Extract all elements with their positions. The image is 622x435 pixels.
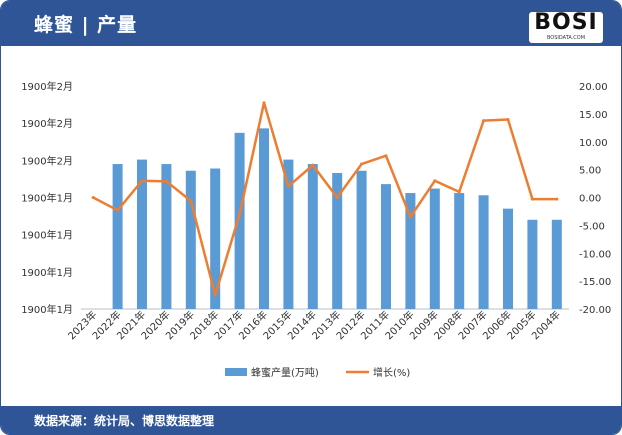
growth-point (433, 179, 437, 183)
growth-point (335, 196, 339, 199)
growth-point (189, 199, 193, 203)
left-axis-tick-label: 1900年2月 (21, 80, 73, 93)
bar (283, 159, 294, 309)
bar (381, 184, 391, 309)
right-axis-tick-label: 15.00 (579, 110, 608, 121)
left-axis-tick-label: 1900年1月 (21, 192, 73, 205)
growth-point (506, 117, 510, 121)
bar (405, 193, 416, 309)
plot-area: 1900年1月 1900年1月 1900年1月 1900年1月 1900年2月 1900年… (21, 80, 611, 379)
bar (527, 219, 538, 309)
legend-bar-label: 蜂蜜产量(万吨) (251, 366, 319, 379)
growth-line (92, 101, 557, 297)
growth-point (360, 162, 364, 166)
growth-point (262, 101, 266, 105)
growth-point (238, 212, 242, 216)
bar (137, 159, 147, 309)
right-axis-tick-label: -5.00 (579, 221, 605, 232)
page-title: 蜂蜜 | 产量 (34, 14, 138, 36)
growth-point (91, 196, 95, 199)
bar (429, 188, 440, 309)
right-axis-tick-label: 5.00 (579, 166, 601, 177)
source-note: 数据来源：统计局、博思数据整理 (34, 414, 215, 428)
growth-point (286, 184, 290, 188)
right-axis-tick-label: -15.00 (579, 277, 611, 288)
growth-point (164, 179, 168, 183)
right-axis-tick-label: 10.00 (579, 138, 608, 149)
left-axis-tick-label: 1900年1月 (21, 303, 73, 316)
bar (234, 132, 245, 309)
bar (112, 164, 123, 309)
header-bar: 蜂蜜 | 产量 BOSI BOSIDATA.COM (1, 1, 621, 46)
growth-point (482, 119, 486, 123)
bar (503, 208, 513, 309)
bar (478, 195, 489, 309)
growth-point (140, 179, 144, 183)
left-axis-tick-label: 1900年1月 (21, 229, 73, 242)
bar (259, 128, 269, 309)
growth-point (530, 197, 534, 201)
bar (307, 164, 318, 309)
growth-point (213, 293, 217, 297)
right-axis-tick-label: -20.00 (579, 305, 611, 316)
combo-chart: 1900年1月 1900年1月 1900年1月 1900年1月 1900年2月 1900年… (21, 80, 611, 379)
left-axis-tick-label: 1900年1月 (21, 266, 73, 279)
growth-point (311, 163, 315, 167)
logo-subtext: BOSIDATA.COM (546, 35, 586, 41)
legend-line-label: 增长(%) (373, 366, 410, 379)
bar (210, 168, 221, 309)
bar (185, 170, 196, 309)
growth-point (457, 190, 461, 194)
left-axis-tick-label: 1900年2月 (21, 117, 73, 130)
right-axis-tick-label: 20.00 (579, 82, 608, 93)
growth-point (408, 215, 412, 219)
brand-logo: BOSI BOSIDATA.COM (529, 10, 603, 43)
bar (332, 172, 343, 309)
growth-point (384, 154, 388, 158)
bar (356, 170, 367, 309)
bar (551, 219, 562, 309)
growth-point (116, 208, 120, 212)
left-axis-tick-label: 1900年2月 (21, 154, 73, 167)
logo-text: BOSI (534, 10, 598, 35)
bar (161, 164, 172, 309)
legend-bar-swatch (225, 368, 247, 376)
growth-point (555, 197, 559, 201)
right-axis-tick-label: -10.00 (579, 249, 611, 260)
right-axis-tick-label: 0.00 (579, 194, 601, 205)
bar (454, 193, 465, 309)
footer-bar: 数据来源：统计局、博思数据整理 (1, 406, 621, 434)
